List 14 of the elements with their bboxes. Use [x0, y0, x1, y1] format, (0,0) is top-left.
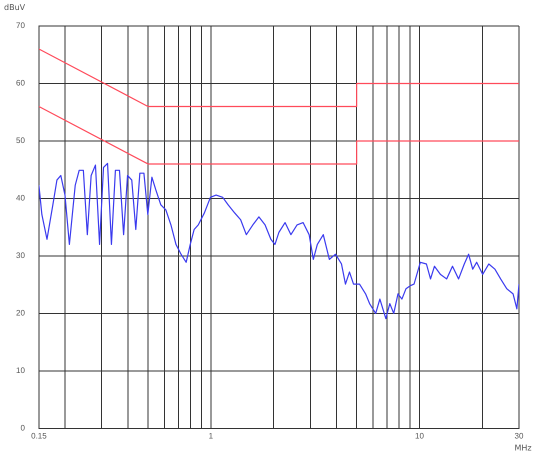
y-tick-label: 20	[16, 308, 26, 318]
x-tick-label: 10	[414, 431, 424, 440]
x-tick-label: 30	[514, 431, 524, 440]
x-tick-label: 1	[208, 431, 214, 440]
y-tick-label: 60	[16, 78, 26, 88]
y-tick-label: 10	[16, 366, 26, 376]
x-axis-title: MHz	[514, 443, 532, 452]
y-tick-label: 0	[20, 424, 26, 433]
y-tick-label: 40	[16, 194, 26, 203]
y-tick-label: 50	[16, 136, 26, 146]
y-tick-label: 30	[16, 251, 26, 260]
x-tick-label: 0.15	[31, 431, 48, 440]
y-tick-label: 70	[16, 21, 26, 30]
y-axis-title: dBuV	[4, 3, 26, 12]
